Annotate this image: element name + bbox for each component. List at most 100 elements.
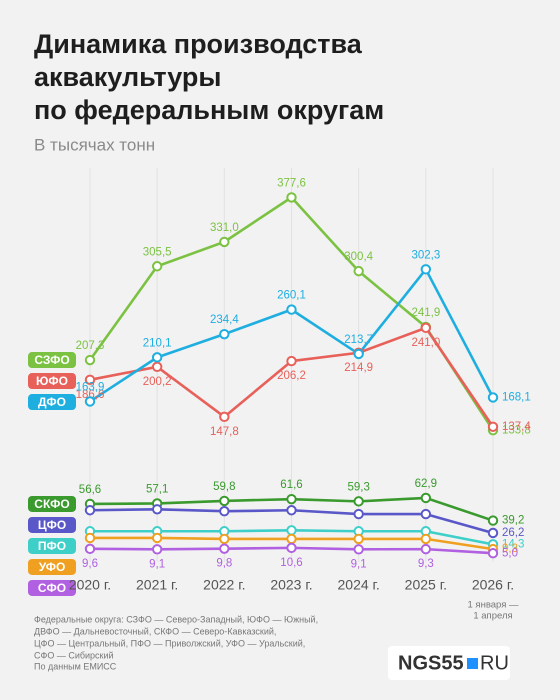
chart-title: аквакультуры [34, 62, 221, 92]
data-point [84, 532, 96, 544]
data-point [219, 411, 230, 423]
x-tick-label: 2020 г. [69, 577, 111, 593]
data-point [420, 533, 432, 545]
data-label: 61,6 [280, 479, 302, 491]
data-point [219, 506, 230, 517]
data-label: 147,8 [210, 426, 239, 438]
data-label: 260,1 [277, 290, 306, 302]
data-label: 5,0 [502, 547, 518, 559]
footnote: ДВФО — Дальневосточный, СКФО — Северо-Ка… [34, 626, 276, 636]
data-point [286, 542, 297, 554]
data-point [353, 533, 364, 545]
data-point [151, 361, 163, 373]
footnote: ЦФО — Центральный, ПФО — Приволжский, УФ… [34, 638, 305, 648]
chart-title: по федеральным округам [34, 95, 384, 125]
data-point [151, 352, 163, 363]
data-point [286, 355, 297, 367]
subtitle: В тысячах тонн [34, 135, 155, 154]
data-point [151, 261, 163, 272]
x-tick-label: 2026 г. [472, 577, 514, 593]
logo-dot [467, 658, 478, 669]
data-point [84, 396, 96, 407]
legend-label: ЦФО [38, 518, 66, 532]
logo-domain: RU [480, 652, 509, 674]
data-label: 10,6 [280, 557, 302, 569]
data-point [286, 192, 297, 203]
data-point [353, 348, 364, 360]
data-point [487, 527, 499, 539]
data-point [84, 505, 96, 516]
legend-tag [28, 516, 76, 533]
legend-label: ПФО [38, 539, 66, 553]
legend-label: СЗФО [34, 353, 69, 367]
footnote: СФО — Сибирский [34, 650, 114, 660]
data-point [219, 328, 230, 340]
legend-label: ДФО [38, 395, 66, 409]
data-point [353, 544, 364, 555]
x-tick-label: 2025 г. [405, 577, 447, 593]
data-point [286, 525, 297, 536]
x-tick-label: 2023 г. [270, 577, 312, 593]
legend-tag [28, 558, 76, 575]
data-label: 214,9 [344, 362, 373, 374]
legend-tag [28, 352, 76, 369]
data-point [84, 543, 96, 555]
logo-brand: NGS55 [398, 652, 464, 674]
data-label: 62,9 [415, 478, 437, 490]
data-label: 26,2 [502, 527, 524, 539]
legend-tag [28, 394, 76, 411]
data-point [487, 421, 499, 432]
data-label: 163,9 [76, 382, 105, 394]
data-label: 331,0 [210, 222, 239, 234]
data-label: 9,3 [502, 543, 518, 555]
footnote: Федеральные округа: СЗФО — Северо-Западн… [34, 614, 318, 624]
logo-box [388, 646, 510, 680]
legend-tag [28, 537, 76, 554]
legend-label: СФО [38, 581, 66, 595]
data-point [286, 533, 297, 545]
x-note: 1 января — [468, 600, 519, 611]
data-point [420, 508, 432, 520]
data-label: 213,7 [344, 334, 373, 346]
data-label: 186,6 [76, 389, 105, 401]
data-label: 137,4 [502, 421, 531, 433]
source: По данным ЕМИСС [34, 661, 117, 671]
chart-title: Динамика производства [34, 29, 363, 59]
legend-label: УФО [39, 560, 66, 574]
data-label: 210,1 [143, 337, 172, 349]
data-label: 207,3 [76, 340, 105, 352]
data-point [219, 236, 230, 248]
data-point [286, 505, 297, 516]
data-label: 9,8 [216, 558, 232, 570]
data-point [151, 544, 163, 555]
data-label: 56,6 [79, 484, 101, 496]
data-point [84, 354, 96, 366]
data-point [420, 322, 432, 334]
data-label: 57,1 [146, 484, 168, 496]
data-point [420, 492, 432, 504]
data-label: 241,9 [411, 307, 440, 319]
data-label: 168,1 [502, 391, 531, 403]
data-label: 9,1 [351, 558, 367, 570]
data-point [84, 374, 96, 385]
data-point [487, 392, 499, 403]
data-label: 59,3 [347, 481, 369, 493]
data-label: 133,8 [502, 424, 531, 436]
data-label: 200,2 [143, 376, 172, 388]
data-point [420, 264, 432, 275]
legend-tag [28, 495, 76, 512]
legend-label: СКФО [34, 497, 69, 511]
data-point [353, 265, 364, 277]
x-tick-label: 2021 г. [136, 577, 178, 593]
data-point [353, 508, 364, 520]
data-point [219, 495, 230, 507]
data-point [219, 543, 230, 554]
data-label: 14,3 [502, 538, 524, 550]
data-label: 9,3 [418, 558, 434, 570]
data-label: 302,3 [411, 249, 440, 261]
data-label: 9,1 [149, 558, 165, 570]
data-point [487, 515, 499, 526]
data-label: 9,6 [82, 558, 98, 570]
data-point [286, 304, 297, 315]
